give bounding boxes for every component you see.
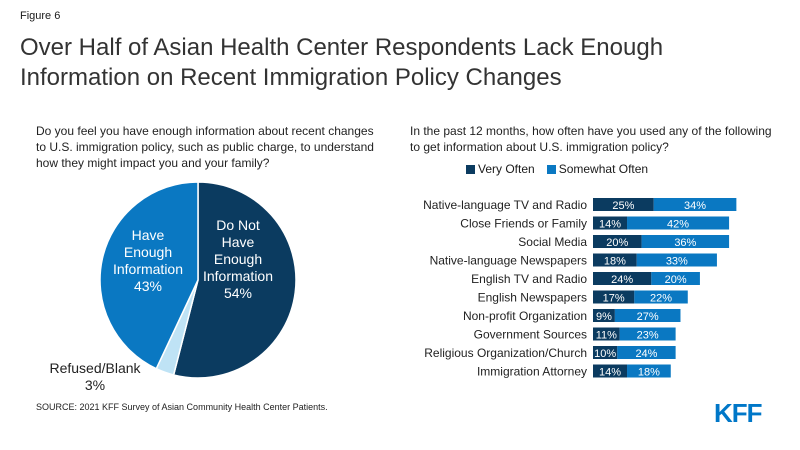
data-label-somewhat-often-religious-organization-church: 24% [635,348,657,360]
bar-legend: Very Often Somewhat Often [466,162,648,176]
pie-label-refused-blank: Refused/Blank 3% [49,360,141,393]
bar-somewhat-often-native-language-tv-and-radio [653,198,737,211]
bar-somewhat-often-english-newspapers [634,290,688,304]
category-label-english-tv-and-radio: English TV and Radio [471,272,587,286]
legend-label-somewhat-often: Somewhat Often [558,162,649,176]
kff-logo: KFF [714,398,763,428]
data-label-somewhat-often-immigration-attorney: 18% [638,367,660,379]
category-label-religious-organization-church: Religious Organization/Church [424,346,587,360]
data-label-somewhat-often-social-media: 36% [674,237,696,249]
category-label-native-language-tv-and-radio: Native-language TV and Radio [423,198,587,212]
bar-very-often-native-language-newspapers [593,253,637,267]
bar-question: In the past 12 months, how often have yo… [410,124,772,154]
category-label-immigration-attorney: Immigration Attorney [477,365,587,379]
legend-item-very-often: Very Often [466,162,535,176]
pie-label-have-enough-information: Have Enough Information 43% [113,227,183,294]
data-label-very-often-english-tv-and-radio: 24% [611,274,633,286]
data-label-somewhat-often-english-tv-and-radio: 20% [665,274,687,286]
legend-label-very-often: Very Often [478,162,535,176]
bar-very-often-religious-organization-church [593,346,618,359]
bar-somewhat-often-native-language-newspapers [636,253,717,267]
bar-somewhat-often-religious-organization-church [617,346,676,359]
pie-label-do-not-have-enough-information: Do Not Have Enough Information 54% [203,217,273,301]
data-label-very-often-religious-organization-church: 10% [594,348,616,360]
data-label-somewhat-often-non-profit-organization: 27% [637,311,659,323]
data-label-very-often-social-media: 20% [606,237,628,249]
bar-very-often-government-sources [593,327,620,341]
data-label-very-often-immigration-attorney: 14% [599,367,621,379]
bar-very-often-non-profit-organization [593,309,615,322]
legend-swatch-very-often [466,164,475,174]
data-label-somewhat-often-close-friends-or-family: 42% [667,219,689,231]
bar-very-often-english-newspapers [593,290,635,304]
bar-somewhat-often-government-sources [619,327,676,341]
category-label-social-media: Social Media [518,235,587,249]
data-label-very-often-close-friends-or-family: 14% [599,219,621,231]
pie-chart: Do Not Have Enough Information 54% Refused/Bl… [49,181,297,393]
pie-slice-have-enough-information [99,181,199,370]
bar-somewhat-often-close-friends-or-family [627,216,730,230]
data-label-somewhat-often-native-language-newspapers: 33% [666,256,688,268]
bar-somewhat-often-non-profit-organization [614,309,681,322]
data-label-very-often-native-language-tv-and-radio: 25% [612,200,634,212]
bar-very-often-social-media [593,235,642,248]
data-label-very-often-non-profit-organization: 9% [596,311,612,323]
pie-slice-do-not-have-enough-information [172,181,297,379]
category-label-government-sources: Government Sources [474,328,587,342]
category-label-close-friends-or-family: Close Friends or Family [460,217,587,231]
data-label-very-often-government-sources: 11% [596,330,617,342]
bar-very-often-close-friends-or-family [593,216,628,230]
bar-chart: Native-language TV and Radio 25% 34% Close … [423,198,737,379]
bar-somewhat-often-social-media [641,235,730,248]
data-label-very-often-english-newspapers: 17% [603,293,625,305]
category-label-english-newspapers: English Newspapers [478,291,587,305]
data-label-somewhat-often-government-sources: 23% [637,330,659,342]
bar-very-often-immigration-attorney [593,364,628,378]
bar-somewhat-often-english-tv-and-radio [651,272,700,285]
data-label-somewhat-often-native-language-tv-and-radio: 34% [684,200,706,212]
bar-somewhat-often-immigration-attorney [627,364,671,378]
legend-swatch-somewhat-often [546,164,556,174]
bar-very-often-native-language-tv-and-radio [593,198,654,211]
category-label-non-profit-organization: Non-profit Organization [463,309,587,323]
data-label-somewhat-often-english-newspapers: 22% [650,293,672,305]
bar-very-often-english-tv-and-radio [593,272,652,285]
data-label-very-often-native-language-newspapers: 18% [604,256,626,268]
figure-label: Figure 6 [20,10,61,22]
chart-title: Over Half of Asian Health Center Respond… [20,34,664,91]
pie-question: Do you feel you have enough information … [36,124,374,170]
category-label-native-language-newspapers: Native-language Newspapers [430,254,587,268]
legend-item-somewhat-often: Somewhat Often [546,162,649,176]
source-note: SOURCE: 2021 KFF Survey of Asian Communi… [36,402,328,412]
